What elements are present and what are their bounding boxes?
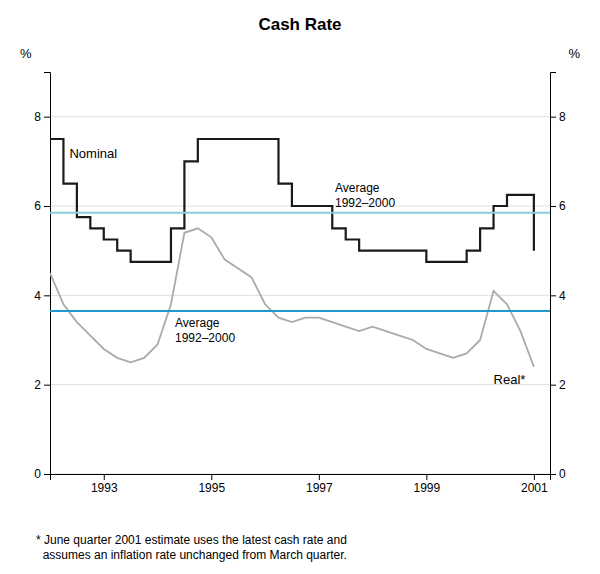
tick-mark xyxy=(44,295,50,296)
tick-mark xyxy=(319,474,320,480)
tick-label: 4 xyxy=(559,289,566,303)
tick: 6 xyxy=(550,199,566,213)
tick: 0 xyxy=(550,467,566,481)
tick: 1995 xyxy=(198,474,225,495)
data-layer xyxy=(50,139,550,367)
tick-label: 0 xyxy=(34,467,41,481)
tick: 8 xyxy=(34,110,50,124)
average-line xyxy=(50,310,550,312)
tick-mark xyxy=(211,474,212,480)
tick-label: 6 xyxy=(559,199,566,213)
annotation: Average1992–2000 xyxy=(175,316,235,345)
tick: 2 xyxy=(34,378,50,392)
x-axis: 1993 1995 1997 1999 2001 xyxy=(51,474,551,495)
tick: 4 xyxy=(34,289,50,303)
tick-mark xyxy=(44,385,50,386)
tick-label: 1999 xyxy=(413,481,440,495)
tick-mark xyxy=(44,117,50,118)
tick: 8 xyxy=(550,110,566,124)
tick-label: 2001 xyxy=(521,481,548,495)
tick-mark xyxy=(44,206,50,207)
tick-label: 2 xyxy=(559,378,566,392)
tick-mark xyxy=(534,474,535,480)
axis-line xyxy=(551,73,557,475)
tick-label: 2 xyxy=(34,378,41,392)
tick-mark xyxy=(550,385,556,386)
tick-mark xyxy=(104,474,105,480)
tick-label: 1997 xyxy=(306,481,333,495)
tick: 1993 xyxy=(91,474,118,495)
grid-line xyxy=(50,295,550,296)
grid xyxy=(50,117,550,474)
axis-line xyxy=(51,475,551,481)
y-axis-label: % xyxy=(20,46,32,61)
tick-label: 4 xyxy=(34,289,41,303)
footnote: * June quarter 2001 estimate uses the la… xyxy=(36,533,347,562)
tick-label: 1993 xyxy=(91,481,118,495)
average-line xyxy=(50,212,550,214)
series-line xyxy=(50,139,534,262)
tick: 1999 xyxy=(413,474,440,495)
series-label: Real* xyxy=(494,372,526,387)
tick-mark xyxy=(550,117,556,118)
tick: 2001 xyxy=(521,474,548,495)
tick-mark xyxy=(426,474,427,480)
tick: 1997 xyxy=(306,474,333,495)
chart-svg: 1993 1995 1997 1999 2001 0 2 4 6 8 0 2 4 6 8 Nominal Rea… xyxy=(0,0,600,574)
tick: 0 xyxy=(34,467,50,481)
tick-label: 1995 xyxy=(198,481,225,495)
tick-label: 6 xyxy=(34,199,41,213)
series-label: Nominal xyxy=(69,146,117,161)
tick: 2 xyxy=(550,378,566,392)
tick: 4 xyxy=(550,289,566,303)
tick-mark xyxy=(550,206,556,207)
annotation: Average1992–2000 xyxy=(335,181,395,210)
grid-line xyxy=(50,384,550,385)
axis-line xyxy=(44,73,51,475)
title: Cash Rate xyxy=(258,15,341,34)
tick-mark xyxy=(550,474,556,475)
y2-axis-label: % xyxy=(568,46,580,61)
tick: 6 xyxy=(34,199,50,213)
tick-mark xyxy=(550,295,556,296)
annotations: Nominal Real* Average1992–2000 Average1992–… xyxy=(69,146,525,387)
tick-label: 8 xyxy=(559,110,566,124)
tick-label: 8 xyxy=(34,110,41,124)
grid-line xyxy=(50,116,550,117)
y2-axis: 0 2 4 6 8 xyxy=(550,73,566,482)
y-axis: 0 2 4 6 8 xyxy=(34,73,50,482)
tick-label: 0 xyxy=(559,467,566,481)
series-line xyxy=(50,228,534,366)
tick-mark xyxy=(44,474,50,475)
plot-area: 1993 1995 1997 1999 2001 0 2 4 6 8 0 2 4 6 8 Nominal Rea… xyxy=(34,73,566,495)
